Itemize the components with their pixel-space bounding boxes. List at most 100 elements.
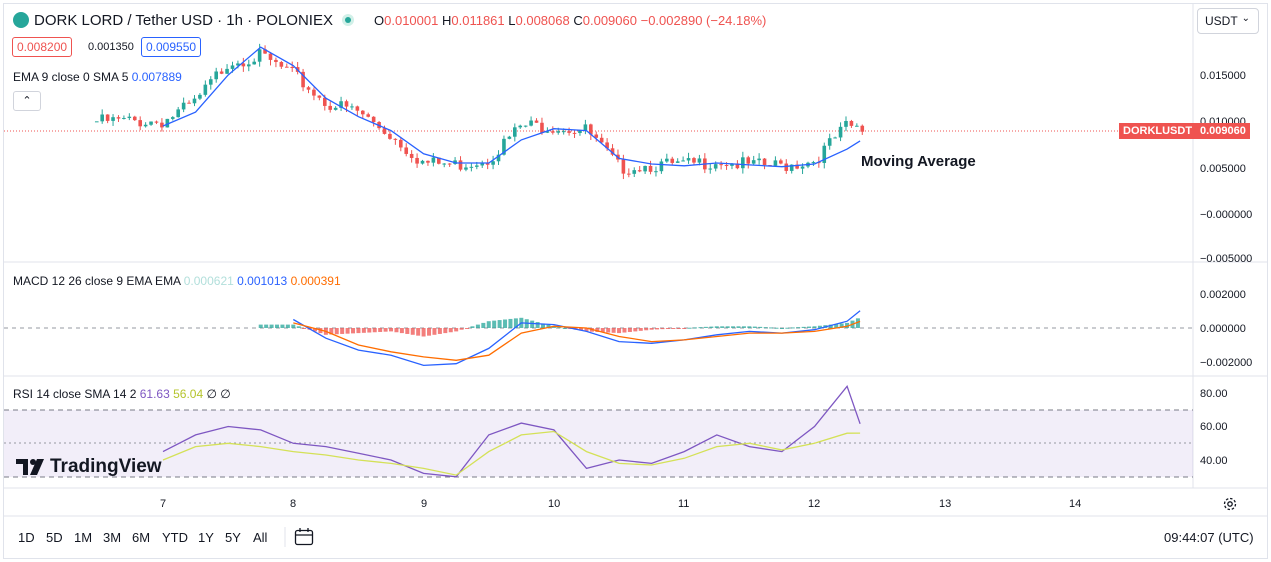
macd-histogram-bar [785, 327, 790, 329]
macd-histogram-bar [828, 324, 833, 328]
macd-histogram-bar [714, 326, 719, 328]
ohlc-low: 0.008068 [515, 13, 570, 28]
utc-clock[interactable]: 09:44:07 (UTC) [1164, 530, 1254, 545]
macd-histogram-bar [313, 328, 318, 332]
macd-histogram-bar [638, 328, 643, 331]
macd-histogram-bar [606, 328, 611, 333]
macd-histogram-bar [356, 328, 361, 334]
range-button-all[interactable]: All [253, 530, 268, 545]
candle-body [502, 138, 506, 155]
macd-histogram-bar [443, 328, 448, 334]
candle-body [236, 63, 240, 66]
candle-body [138, 120, 142, 127]
candle-body [393, 138, 398, 140]
sell-price-button[interactable]: 0.008200 [12, 37, 73, 57]
time-axis-label: 13 [939, 498, 951, 510]
macd-histogram-bar [405, 328, 410, 334]
macd-histogram-bar [720, 326, 725, 328]
candle-body [556, 131, 561, 133]
last-price-tag: 0.009060 [1196, 123, 1250, 139]
candle-body [355, 106, 360, 111]
candle-body [116, 117, 121, 119]
macd-histogram-bar [513, 318, 518, 328]
candle-body [154, 121, 159, 123]
calendar-icon[interactable] [294, 528, 314, 546]
macd-histogram-bar [269, 324, 274, 328]
macd-histogram-bar [427, 328, 432, 336]
rsi-extra-value: ∅ [206, 387, 217, 401]
macd-histogram-bar [676, 328, 681, 329]
macd-histogram-bar [329, 328, 334, 335]
candle-body [849, 120, 854, 126]
buy-price-button[interactable]: 0.009550 [141, 37, 202, 57]
macd-histogram-bar [817, 325, 822, 328]
symbol-title[interactable]: DORK LORD / Tether USD · 1h · POLONIEX [34, 12, 333, 29]
candle-body [366, 114, 371, 117]
candle-body [268, 53, 273, 60]
candle-body [388, 133, 392, 139]
macd-axis-label: 0.000000 [1200, 323, 1246, 335]
currency-select[interactable]: USDT ⌄ [1197, 8, 1259, 34]
candle-body [827, 138, 832, 146]
candle-body [654, 171, 658, 173]
candle-body [187, 102, 191, 104]
tradingview-logo-icon [16, 459, 44, 475]
settings-gear-icon[interactable] [1223, 497, 1237, 511]
candle-body [437, 157, 441, 164]
macd-histogram-bar [774, 327, 779, 329]
candle-body [561, 131, 566, 133]
collapse-legend-button[interactable]: ⌃ [13, 91, 41, 111]
candle-body [257, 49, 262, 62]
macd-legend[interactable]: MACD 12 26 close 9 EMA EMA 0.000621 0.00… [13, 274, 341, 288]
range-button-1d[interactable]: 1D [18, 530, 35, 545]
time-axis-label: 8 [290, 498, 296, 510]
range-button-5d[interactable]: 5D [46, 530, 63, 545]
candle-body [344, 101, 349, 107]
candle-body [274, 59, 278, 63]
candle-body [203, 84, 208, 95]
candle-body [648, 165, 653, 172]
candle-body [143, 124, 148, 127]
range-button-3m[interactable]: 3M [103, 530, 122, 545]
macd-histogram-bar [845, 322, 850, 328]
candle-body [214, 71, 219, 80]
macd-histogram-bar [839, 323, 844, 328]
macd-histogram-bar [611, 328, 616, 333]
macd-histogram-bar [562, 328, 567, 329]
candle-body [784, 163, 789, 171]
macd-histogram-bar [779, 328, 784, 329]
range-button-1m[interactable]: 1M [74, 530, 93, 545]
ema-legend[interactable]: EMA 9 close 0 SMA 5 0.007889 [13, 70, 182, 84]
rsi-legend[interactable]: RSI 14 close SMA 14 2 61.63 56.04 ∅ ∅ [13, 387, 231, 401]
macd-histogram-bar [291, 324, 296, 328]
candle-body [735, 163, 740, 169]
macd-histogram-bar [410, 328, 415, 335]
candle-body [833, 137, 837, 139]
range-button-ytd[interactable]: YTD [162, 530, 188, 545]
macd-line-value: 0.001013 [237, 274, 288, 288]
range-button-5y[interactable]: 5Y [225, 530, 241, 545]
macd-histogram-bar [535, 322, 540, 328]
macd-histogram-bar [367, 328, 372, 333]
macd-histogram-bar [285, 324, 290, 328]
macd-histogram-bar [530, 320, 535, 328]
candle-body [697, 158, 702, 163]
macd-histogram-bar [769, 327, 774, 329]
macd-histogram-bar [475, 324, 480, 328]
macd-histogram-bar [655, 328, 660, 330]
candle-body [132, 116, 137, 121]
symbol-logo-icon [13, 12, 29, 28]
range-button-6m[interactable]: 6M [132, 530, 151, 545]
candle-body [442, 163, 447, 165]
candle-body [382, 128, 387, 134]
candle-body [567, 131, 571, 133]
range-button-1y[interactable]: 1Y [198, 530, 214, 545]
candle-body [317, 95, 322, 98]
macd-histogram-bar [465, 328, 470, 329]
candle-body [409, 153, 414, 158]
macd-histogram-bar [660, 328, 665, 330]
macd-histogram-bar [351, 328, 356, 334]
macd-histogram-bar [595, 328, 600, 332]
macd-signal-line [293, 320, 861, 361]
